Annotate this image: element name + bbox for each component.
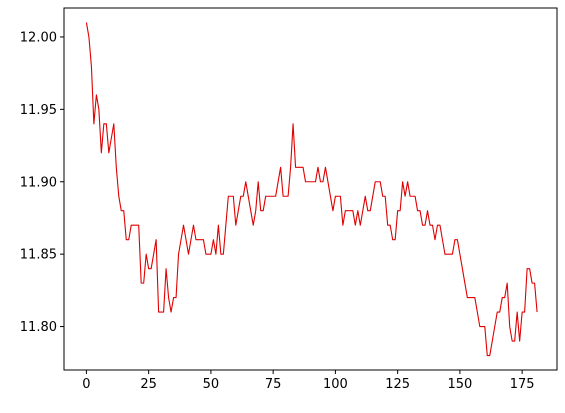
y-tick-label: 11.90 [20,175,57,190]
y-tick-label: 12.00 [20,30,57,45]
series-line [85,22,538,357]
x-tick-label: 150 [447,377,472,392]
y-axis-ticks: 11.80 11.85 11.90 11.95 12.00 [20,30,64,335]
y-tick-label: 11.85 [20,248,57,263]
axes-frame [63,7,558,371]
x-tick-label: 50 [203,377,220,392]
y-tick-label: 11.80 [20,320,57,335]
x-tick-label: 100 [323,377,348,392]
plot-area [64,8,557,370]
x-tick-label: 75 [265,377,282,392]
y-tick-label: 11.95 [20,103,57,118]
series-layer [85,22,538,357]
x-axis-ticks: 0 25 50 75 100 125 150 175 [82,370,535,392]
x-tick-label: 175 [510,377,535,392]
x-tick-label: 0 [82,377,90,392]
x-tick-label: 25 [140,377,157,392]
x-tick-label: 125 [385,377,410,392]
